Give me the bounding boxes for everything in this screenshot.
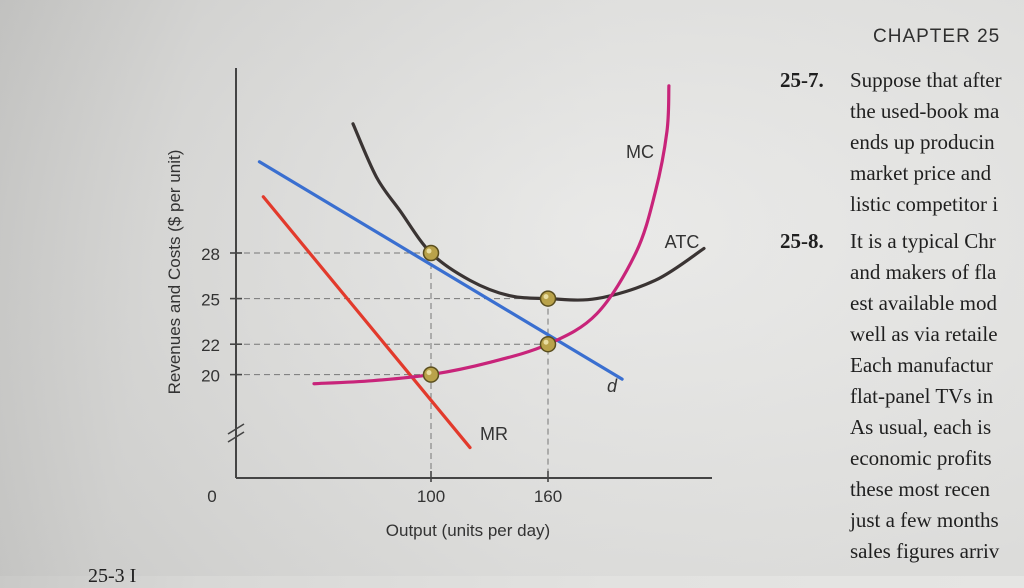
d-label: d <box>607 376 618 396</box>
problem-line: It is a typical Chr <box>850 229 996 253</box>
problem-line: listic competitor i <box>850 192 999 216</box>
mr-curve <box>261 195 472 450</box>
problem-25-7: 25-7. Suppose that after the used-book m… <box>780 68 1024 228</box>
atc-label: ATC <box>665 232 700 252</box>
marked-point-highlight <box>543 294 549 300</box>
x-tick-label: 160 <box>534 487 562 506</box>
problem-line: Each manufactur <box>850 353 993 377</box>
y-tick-label: 28 <box>201 245 220 264</box>
problem-line: well as via retaile <box>850 322 998 346</box>
marked-point <box>539 290 557 307</box>
problem-line: economic profits <box>850 446 992 470</box>
marked-point-highlight <box>426 370 432 376</box>
y-tick-label: 22 <box>201 336 220 355</box>
marked-point <box>422 366 440 383</box>
problem-line: flat-panel TVs in <box>850 384 994 408</box>
marked-point <box>422 244 440 262</box>
problem-line: sales figures arriv <box>850 539 1000 563</box>
problem-line: just a few months <box>850 508 999 532</box>
problem-line: the used-book ma <box>850 99 1000 123</box>
problem-number: 25-8. <box>780 229 824 253</box>
axes <box>227 68 712 482</box>
problem-line: and makers of fla <box>850 260 997 284</box>
axis-break-mark <box>227 423 245 435</box>
marked-points <box>422 244 557 383</box>
cut-off-text: 25-3 I <box>88 565 137 587</box>
dashed-guides <box>244 252 549 478</box>
curves <box>257 84 706 450</box>
problem-line: Suppose that after <box>850 68 1002 92</box>
d-curve <box>257 160 624 381</box>
x-axis-title: Output (units per day) <box>386 521 550 540</box>
marked-point-highlight <box>543 339 549 345</box>
problem-line: ends up producin <box>850 130 995 154</box>
mc-label: MC <box>626 142 654 162</box>
x-tick-label: 100 <box>417 487 445 506</box>
problem-line: these most recen <box>850 477 990 501</box>
marked-point <box>539 335 557 353</box>
problem-line: As usual, each is <box>850 415 992 439</box>
y-tick-label: 25 <box>201 291 220 310</box>
problem-line: market price and <box>850 161 992 185</box>
chart-figure: 20 22 25 28 100 160 0 Output (units per day) Rev… <box>165 68 712 540</box>
origin-label: 0 <box>207 487 216 506</box>
problem-line: est available mod <box>850 291 997 315</box>
mr-label: MR <box>480 424 508 444</box>
axis-break-mark <box>227 431 245 443</box>
problem-25-8: 25-8. It is a typical Chr and makers of … <box>780 229 1024 576</box>
problem-number: 25-7. <box>780 68 824 92</box>
y-axis-title: Revenues and Costs ($ per unit) <box>165 150 184 395</box>
atc-curve <box>351 122 706 302</box>
marked-point-highlight <box>426 248 432 254</box>
chart-labels: 20 22 25 28 100 160 0 Output (units per day) Rev… <box>165 142 699 540</box>
mc-curve <box>312 84 671 386</box>
y-tick-label: 20 <box>201 367 220 386</box>
chapter-header: CHAPTER 25 <box>873 26 1001 47</box>
